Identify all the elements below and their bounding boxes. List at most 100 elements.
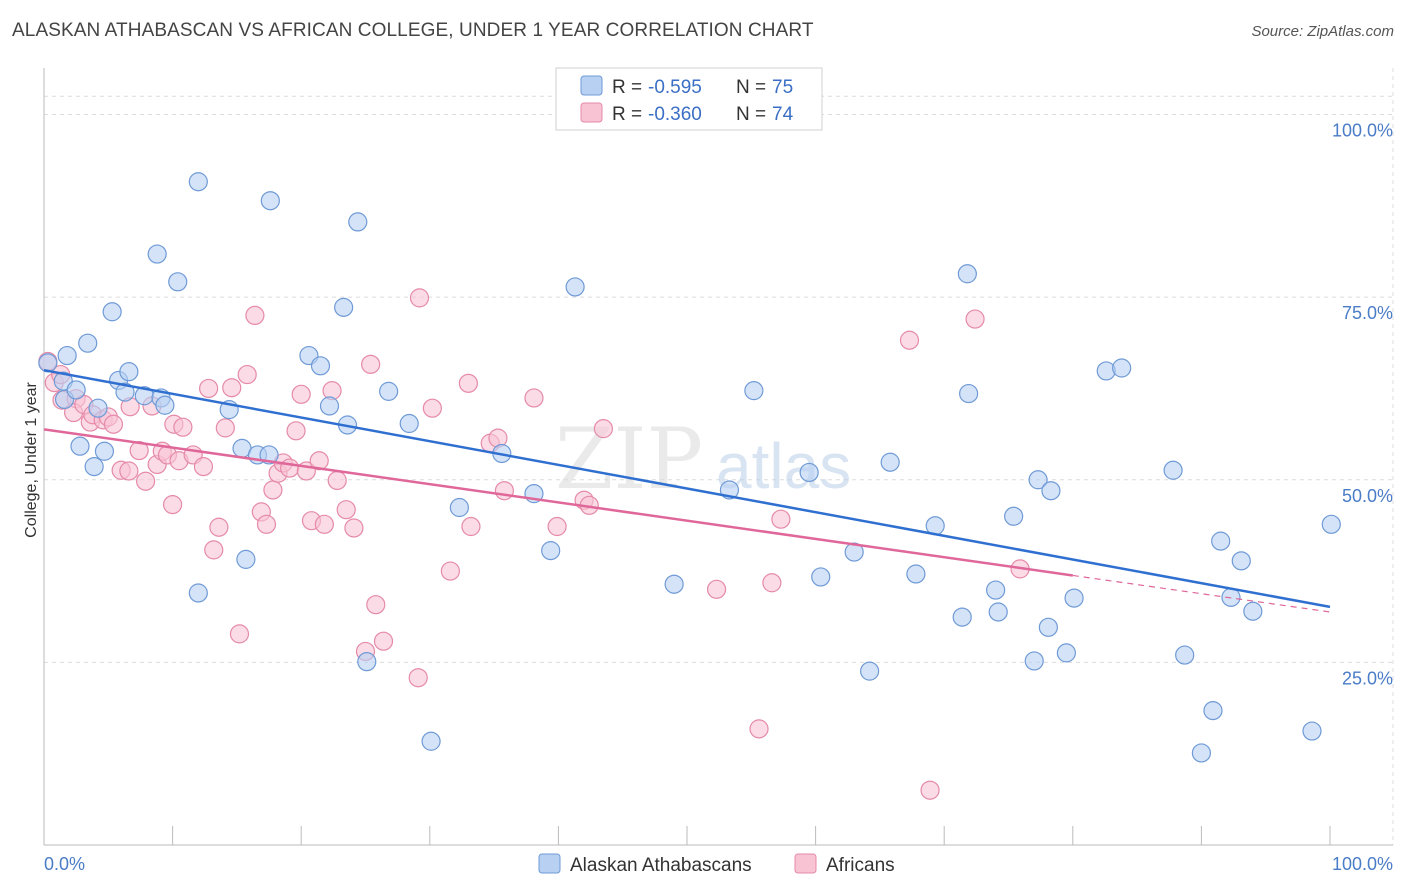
watermark-zip: ZIP (555, 410, 703, 508)
africans-point-57 (409, 288, 430, 308)
athabascan-point-42 (565, 277, 585, 297)
athabascan-point-35 (379, 381, 399, 401)
africans-point-38 (263, 480, 283, 500)
series-label-athabascans: Alaskan Athabascans (570, 855, 752, 876)
athabascan-point-75 (1302, 721, 1322, 741)
africans-point-12 (103, 414, 124, 434)
athabascan-point-27 (260, 191, 280, 211)
athabascan-point-76 (1321, 514, 1341, 534)
athabascan-point-10 (94, 441, 115, 461)
athabascan-point-48 (844, 542, 864, 562)
africans-point-55 (373, 631, 394, 651)
africans-point-74 (899, 330, 920, 350)
athabascan-point-55 (959, 383, 979, 404)
africans-point-27 (193, 457, 214, 477)
y-axis-title: College, Under 1 year (23, 382, 40, 538)
africans-point-70 (706, 579, 727, 599)
athabascan-point-61 (1038, 617, 1058, 637)
athabascan-point-51 (906, 564, 926, 584)
legend-r-value-1: -0.595 (648, 77, 702, 98)
athabascan-point-57 (988, 602, 1008, 622)
athabascan-point-43 (664, 574, 684, 594)
africans-point-35 (245, 305, 265, 326)
legend-r-label-1: R = (612, 77, 642, 98)
series-label-africans: Africans (826, 855, 895, 876)
chart-title: ALASKAN ATHABASCAN VS AFRICAN COLLEGE, U… (12, 20, 814, 41)
africans-point-17 (135, 471, 156, 491)
athabascan-point-47 (811, 567, 831, 587)
athabascan-point-54 (957, 264, 977, 284)
athabascan-point-38 (449, 497, 469, 518)
series-legend: Alaskan Athabascans Africans (538, 853, 895, 876)
athabascan-point-29 (310, 356, 331, 376)
africans-point-32 (222, 378, 242, 398)
athabascan-point-30 (319, 396, 340, 416)
africans-point-41 (280, 458, 300, 478)
africans-trend-line (43, 428, 1073, 577)
africans-point-69 (593, 419, 614, 439)
athabascan-trend-line (43, 368, 1331, 609)
africans-point-25 (173, 417, 193, 437)
athabascan-point-37 (421, 731, 441, 751)
stats-legend: R = -0.595 N = 75 R = -0.360 N = 74 (555, 67, 823, 131)
trend-lines (43, 368, 1331, 613)
athabascan-point-19 (168, 272, 188, 292)
legend-n-label-2: N = (736, 104, 766, 125)
y-tick-labels: 25.0% 50.0% 75.0% 100.0% (1332, 121, 1393, 689)
africans-point-71 (749, 719, 769, 739)
africans-point-49 (327, 470, 347, 491)
africans-point-14 (119, 461, 139, 481)
athabascan-point-41 (541, 541, 561, 561)
athabascan-point-58 (1004, 506, 1024, 526)
africans-point-50 (336, 500, 356, 520)
axes (43, 68, 1393, 846)
athabascan-point-9 (84, 457, 104, 477)
africans-point-37 (256, 514, 277, 534)
legend-swatch-pink (580, 102, 603, 123)
legend-r-label-2: R = (612, 104, 642, 125)
africans-point-43 (291, 384, 311, 404)
africans-point-59 (440, 561, 460, 581)
africans-point-76 (965, 309, 985, 329)
legend-n-value-1: 75 (772, 77, 793, 98)
athabascan-point-68 (1175, 645, 1195, 665)
athabascan-point-7 (78, 333, 98, 353)
africans-point-65 (524, 388, 544, 408)
watermark: ZIP atlas (555, 410, 851, 508)
athabascan-point-11 (102, 302, 122, 322)
athabascan-point-1 (38, 353, 58, 373)
athabascan-point-73 (1231, 551, 1251, 571)
africans-point-51 (344, 518, 364, 538)
africans-point-64 (494, 481, 514, 501)
africans-point-16 (129, 440, 149, 461)
x-tick-right: 100.0% (1332, 854, 1393, 874)
athabascan-point-60 (1028, 470, 1048, 490)
athabascan-point-64 (1064, 588, 1084, 608)
athabascan-points (38, 172, 1341, 763)
legend-n-value-2: 74 (772, 104, 794, 125)
africans-point-56 (408, 668, 428, 688)
athabascan-point-66 (1112, 358, 1132, 378)
legend-r-value-2: -0.360 (648, 104, 702, 125)
africans-trend-extension (1072, 574, 1331, 613)
legend-swatch-blue (580, 75, 603, 96)
africans-point-34 (237, 364, 257, 385)
africans-point-33 (229, 624, 250, 644)
athabascan-point-63 (1056, 643, 1076, 663)
africans-point-31 (215, 418, 235, 438)
athabascan-point-49 (860, 661, 880, 681)
athabascan-point-56 (986, 580, 1006, 600)
athabascan-point-45 (744, 381, 764, 401)
africans-points (38, 288, 1030, 800)
africans-point-53 (361, 354, 381, 374)
africans-point-28 (199, 378, 219, 399)
africans-point-42 (286, 421, 306, 441)
athabascan-point-8 (88, 398, 108, 418)
athabascan-point-16 (147, 244, 167, 264)
series-swatch-athabascans (538, 853, 561, 874)
y-tick-label-1: 25.0% (1342, 668, 1393, 688)
athabascan-point-18 (155, 395, 175, 415)
legend-n-label-1: N = (736, 77, 766, 98)
athabascan-point-53 (952, 607, 972, 627)
africans-point-47 (314, 514, 334, 534)
